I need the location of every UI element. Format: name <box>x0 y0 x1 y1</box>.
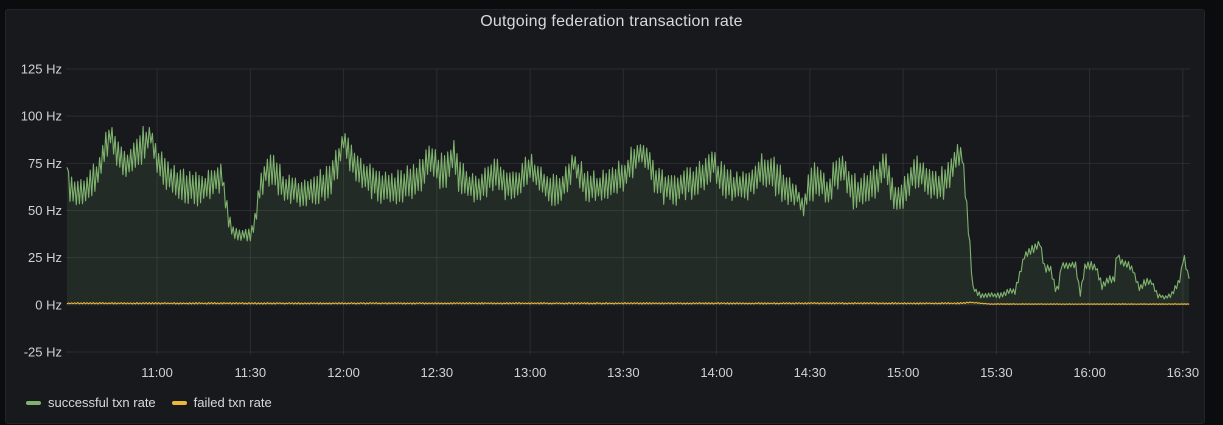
x-axis-tick-label: 13:00 <box>514 365 547 380</box>
y-axis-tick-label: 100 Hz <box>21 109 62 124</box>
y-axis-tick-label: 75 Hz <box>28 156 62 171</box>
axis-labels: 125 Hz 100 Hz 75 Hz 50 Hz 25 Hz 0 Hz -25 Hz 11:… <box>21 62 1199 381</box>
x-axis-tick-label: 12:00 <box>327 365 360 380</box>
panel-title[interactable]: Outgoing federation transaction rate <box>480 13 743 30</box>
series-line-0 <box>66 125 1190 300</box>
y-axis-tick-label: 0 Hz <box>35 297 62 312</box>
grafana-panel <box>5 9 1205 424</box>
legend-swatch-yellow <box>171 400 187 405</box>
y-axis-tick-label: 50 Hz <box>28 203 62 218</box>
chart-legend: successful txn rate failed txn rate <box>26 395 272 410</box>
x-axis-tick-label: 12:30 <box>421 365 454 380</box>
y-axis-tick-label: -25 Hz <box>24 345 62 360</box>
series-line-1 <box>66 301 1190 306</box>
y-axis-tick-label: 125 Hz <box>21 62 62 77</box>
x-axis-tick-label: 14:30 <box>794 365 827 380</box>
x-axis-tick-label: 14:00 <box>700 365 733 380</box>
legend-item-failed-txn-rate[interactable]: failed txn rate <box>171 395 272 410</box>
x-axis-tick-label: 13:30 <box>607 365 640 380</box>
x-axis-tick-label: 11:30 <box>235 365 267 380</box>
x-axis-tick-label: 16:00 <box>1073 365 1106 380</box>
x-axis-tick-label: 11:00 <box>141 365 173 380</box>
legend-swatch-green <box>26 400 41 405</box>
legend-label: failed txn rate <box>193 395 272 410</box>
series-area-0 <box>66 126 1190 305</box>
x-axis-tick-label: 15:30 <box>980 365 1013 380</box>
legend-label: successful txn rate <box>48 395 156 410</box>
chart-series <box>66 125 1190 306</box>
x-axis-tick-label: 16:30 <box>1167 365 1200 380</box>
y-axis-tick-label: 25 Hz <box>28 250 62 265</box>
x-axis-tick-label: 15:00 <box>887 365 920 380</box>
legend-item-successful-txn-rate[interactable]: successful txn rate <box>26 395 156 410</box>
